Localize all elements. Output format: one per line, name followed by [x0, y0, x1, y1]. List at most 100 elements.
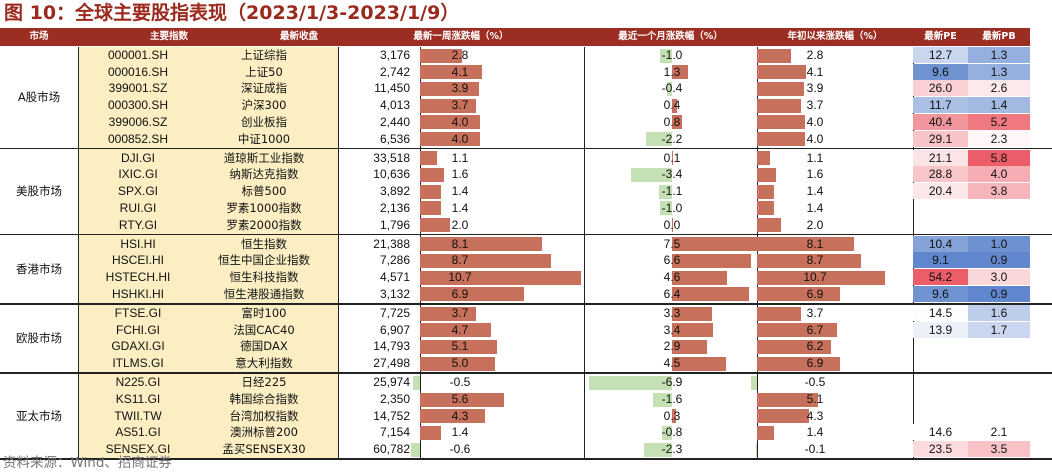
index-code: 399001.SZ [108, 81, 168, 96]
table-row: RUI.GI 罗素1000指数 2,136 1.4 -1.0 1.4 [0, 200, 1052, 217]
week-change-value: 1.4 [451, 425, 469, 440]
month-bar [672, 151, 674, 166]
week-change-value: 5.1 [451, 339, 469, 354]
group-separator [0, 147, 1052, 150]
pb-value: 5.8 [968, 149, 1030, 166]
table-row: 000300.SH 沪深300 4,013 3.7 0.4 3.7 11.7 1.4 [0, 97, 1052, 114]
week-bar [420, 201, 441, 216]
index-name: 深证成指 [241, 81, 287, 96]
month-bar [662, 425, 672, 440]
pe-value: 12.7 [913, 47, 968, 63]
column-header-week: 最新一周涨跌幅（%） [413, 31, 509, 42]
column-divider [420, 47, 421, 458]
table-row: SPX.GI 标普500 3,892 1.4 -1.1 1.4 20.4 3.8 [0, 183, 1052, 200]
index-code: 399006.SZ [108, 114, 168, 129]
week-bar [412, 375, 420, 390]
ytd-change-value: 4.1 [806, 64, 824, 79]
ytd-change-value: 6.9 [806, 356, 824, 371]
week-bar [420, 270, 581, 285]
index-name: 富时100 [241, 306, 287, 320]
ytd-bar [757, 132, 805, 146]
ytd-change-value: 2.0 [806, 217, 824, 232]
index-code: TWII.TW [114, 408, 162, 423]
index-code: GDAXI.GI [111, 339, 165, 354]
index-code: KS11.GI [115, 392, 161, 406]
index-name: 沪深300 [241, 98, 287, 113]
figure-title: 图 10：全球主要股指表现（2023/1/3-2023/1/9） [4, 2, 460, 24]
month-change-value: -3.4 [661, 167, 683, 182]
ytd-bar [757, 48, 791, 63]
table-row: RTY.GI 罗素2000指数 1,796 2.0 0.0 2.0 [0, 217, 1052, 234]
week-bar [420, 151, 437, 166]
ytd-bar [757, 425, 774, 440]
index-name: 恒生指数 [241, 236, 287, 251]
week-change-value: 3.7 [451, 306, 469, 320]
ytd-change-value: 4.0 [806, 131, 824, 146]
ytd-bar [757, 237, 855, 252]
month-bar [672, 270, 728, 285]
latest-close: 2,742 [379, 64, 410, 79]
index-name: 德国DAX [240, 339, 288, 354]
ytd-bar [757, 409, 809, 424]
index-name: 意大利指数 [235, 356, 293, 371]
latest-close: 3,892 [379, 184, 410, 199]
month-bar [660, 201, 672, 216]
pb-value: 0.9 [968, 252, 1030, 269]
week-bar [420, 356, 495, 371]
latest-close: 7,286 [379, 253, 410, 268]
month-bar [672, 115, 682, 130]
ytd-bar [757, 184, 774, 199]
week-bar [420, 409, 485, 424]
ytd-change-value: 4.3 [806, 408, 824, 423]
market-group-label: 香港市场 [16, 262, 62, 277]
pe-value: 11.7 [913, 97, 968, 114]
month-change-value: -1.6 [661, 392, 683, 406]
index-name: 恒生中国企业指数 [218, 253, 310, 268]
index-name: 标普500 [241, 184, 287, 199]
week-change-value: 1.4 [451, 200, 469, 215]
index-code: 000016.SH [107, 64, 169, 79]
month-bar [652, 392, 672, 407]
pb-value: 2.6 [968, 80, 1030, 97]
column-header-pe: 最新PE [924, 31, 957, 42]
index-code: 000001.SH [107, 48, 169, 62]
ytd-change-value: 6.2 [806, 339, 824, 354]
ytd-bar [755, 442, 757, 457]
latest-close: 60,782 [373, 442, 410, 457]
index-name: 上证50 [245, 64, 283, 79]
column-divider [338, 47, 339, 458]
column-divider [78, 47, 79, 458]
table-row: HSHKI.HI 恒生港股通指数 3,132 6.9 6.4 6.9 9.6 0.9 [0, 285, 1052, 303]
month-bar [667, 81, 672, 96]
pb-value: 4.0 [968, 166, 1030, 183]
month-bar [672, 65, 688, 80]
pe-value: 14.5 [913, 305, 968, 321]
month-change-value: 3.3 [663, 306, 681, 320]
column-header-pb: 最新PB [982, 31, 1016, 42]
ytd-bar [751, 375, 757, 390]
table-row: 000016.SH 上证50 2,742 4.1 1.3 4.1 9.6 1.3 [0, 63, 1052, 81]
index-code: N225.GI [115, 375, 161, 390]
week-bar [420, 184, 441, 199]
index-code: AS51.GI [115, 425, 161, 440]
month-change-value: -1.1 [661, 184, 683, 199]
month-change-value: -6.9 [661, 375, 683, 390]
ytd-change-value: 1.4 [806, 425, 824, 440]
month-change-value: -1.0 [661, 48, 683, 62]
ytd-bar [757, 218, 781, 232]
pe-value: 9.6 [913, 63, 968, 80]
index-name: 罗素2000指数 [226, 217, 302, 232]
ytd-change-value: 6.9 [806, 286, 824, 301]
index-name: 法国CAC40 [233, 322, 295, 337]
index-column-background [78, 47, 338, 458]
table-row: TWII.TW 台湾加权指数 14,752 4.3 0.3 4.3 [0, 408, 1052, 425]
index-code: FTSE.GI [114, 306, 162, 320]
table-row: 399001.SZ 深证成指 11,450 3.9 -0.4 3.9 26.0 2.6 [0, 80, 1052, 97]
index-code: HSHKI.HI [111, 286, 164, 301]
ytd-bar [757, 306, 802, 321]
latest-close: 14,752 [373, 408, 410, 423]
pe-value: 23.5 [913, 441, 968, 458]
column-header-month: 最近一个月涨跌幅（%） [618, 31, 723, 42]
week-bar [420, 218, 450, 232]
ytd-bar [757, 392, 819, 407]
